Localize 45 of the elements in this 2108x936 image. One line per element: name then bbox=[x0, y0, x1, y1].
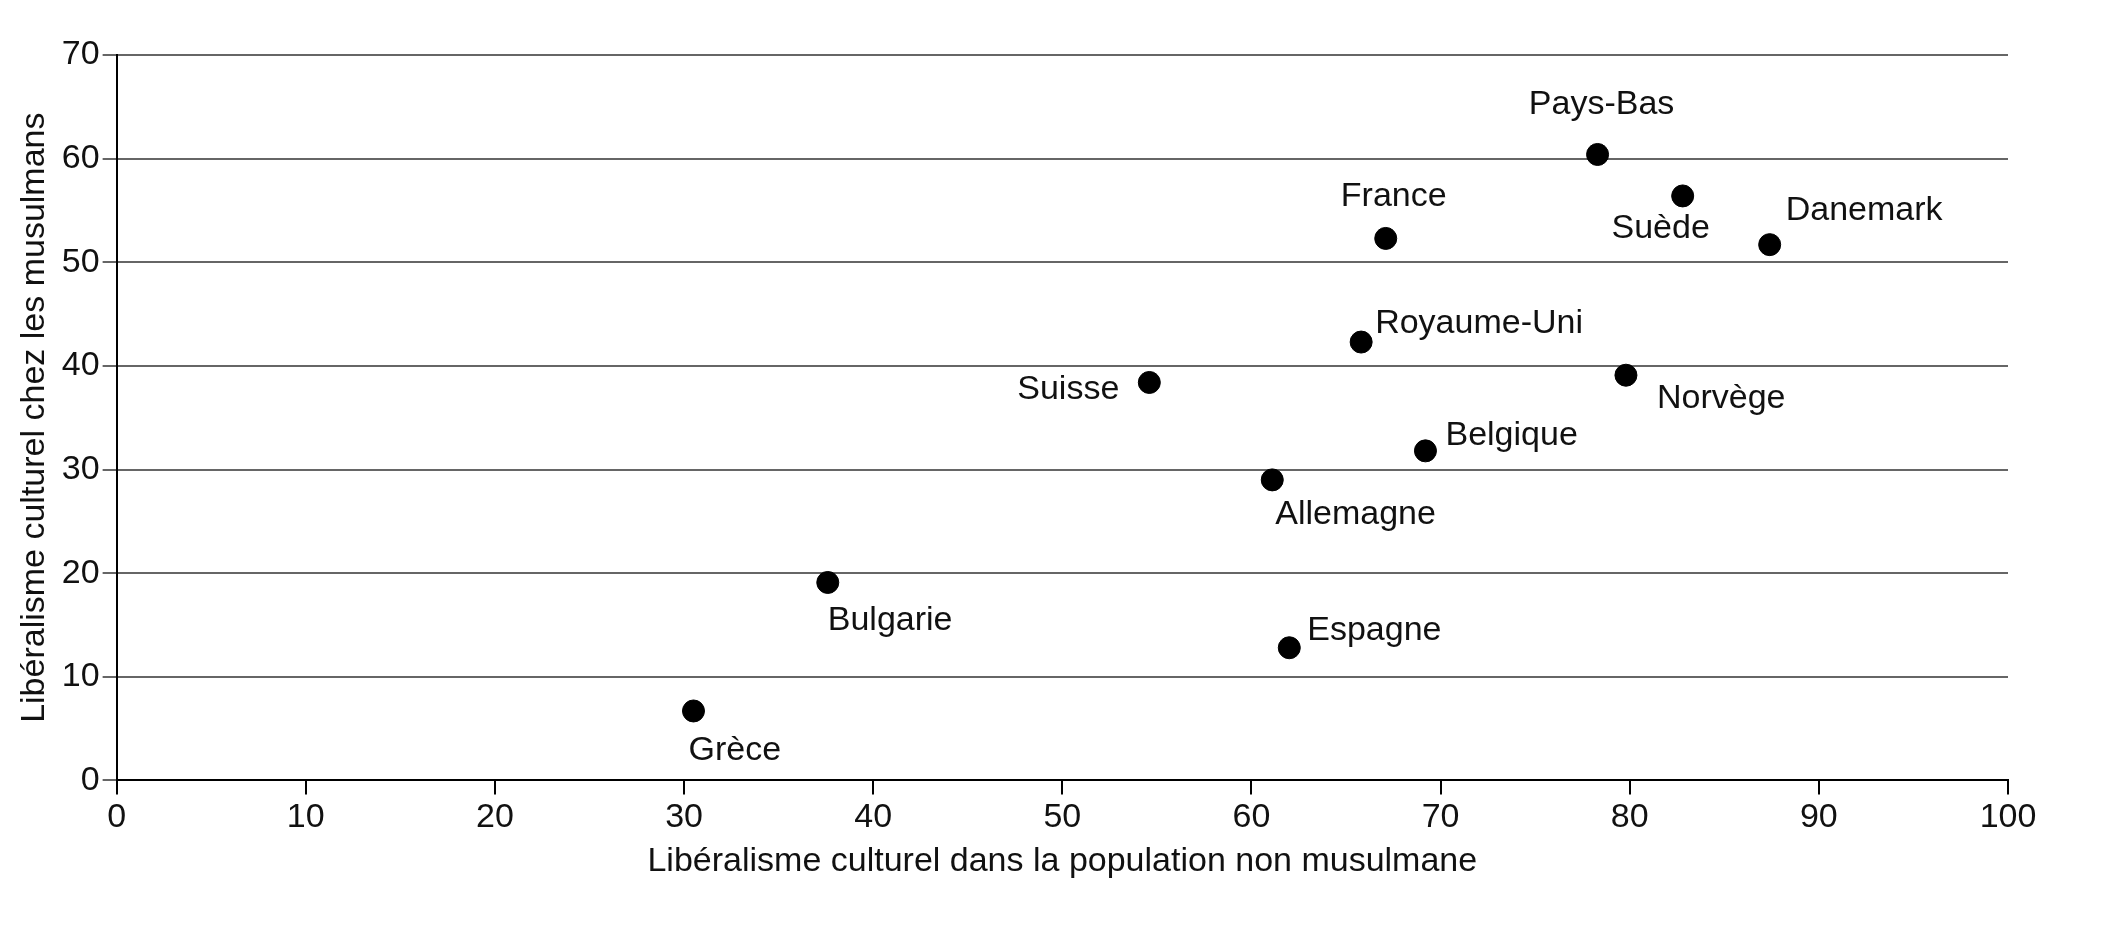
annotation: Allemagne bbox=[1275, 493, 1436, 532]
annotation: France bbox=[1340, 174, 1447, 213]
y-tick-label: 20 bbox=[61, 551, 100, 590]
point bbox=[1586, 142, 1610, 166]
y-axis-title: Libéralisme culturel chez les musulmans bbox=[12, 112, 51, 723]
x-tick-label: 20 bbox=[475, 796, 514, 835]
annotation: Belgique bbox=[1445, 414, 1578, 453]
annotation: Pays-Bas bbox=[1528, 82, 1675, 121]
point bbox=[1413, 439, 1437, 463]
point bbox=[681, 699, 705, 723]
point bbox=[1614, 363, 1638, 387]
x-tick-label: 90 bbox=[1799, 796, 1838, 835]
point bbox=[816, 570, 840, 594]
y-tick-label: 10 bbox=[61, 655, 100, 694]
x-tick-label: 50 bbox=[1043, 796, 1082, 835]
annotation: Royaume-Uni bbox=[1375, 302, 1584, 341]
point bbox=[1260, 468, 1284, 492]
annotation: Norvège bbox=[1656, 376, 1786, 415]
point bbox=[1758, 233, 1782, 257]
point bbox=[1374, 226, 1398, 250]
annotation: Bulgarie bbox=[827, 598, 953, 637]
x-tick-label: 30 bbox=[665, 796, 703, 835]
x-axis-title: Libéralisme culturel dans la population non musulmane bbox=[647, 839, 1478, 878]
point bbox=[1137, 370, 1161, 394]
x-tick-label: 60 bbox=[1232, 796, 1271, 835]
point bbox=[1277, 636, 1301, 660]
y-tick-label: 60 bbox=[61, 137, 100, 175]
x-tick-label: 80 bbox=[1610, 796, 1649, 835]
annotation: Suède bbox=[1611, 207, 1710, 246]
point bbox=[1671, 184, 1695, 208]
y-tick-label: 30 bbox=[61, 447, 100, 486]
x-tick-label: 0 bbox=[107, 796, 127, 835]
y-tick-label: 50 bbox=[61, 240, 100, 279]
x-tick-label: 40 bbox=[854, 796, 893, 835]
x-tick-label: 100 bbox=[1979, 796, 2037, 835]
x-tick-label: 10 bbox=[286, 796, 325, 835]
x-tick-label: 70 bbox=[1421, 796, 1460, 835]
annotation: Suisse bbox=[1017, 367, 1120, 406]
y-tick-label: 70 bbox=[61, 33, 100, 72]
annotation: Espagne bbox=[1307, 609, 1442, 648]
point bbox=[1349, 330, 1373, 354]
annotation: Grèce bbox=[688, 729, 782, 768]
annotation: Danemark bbox=[1785, 189, 1944, 228]
y-tick-label: 40 bbox=[61, 344, 100, 383]
y-tick-label: 0 bbox=[80, 758, 100, 797]
